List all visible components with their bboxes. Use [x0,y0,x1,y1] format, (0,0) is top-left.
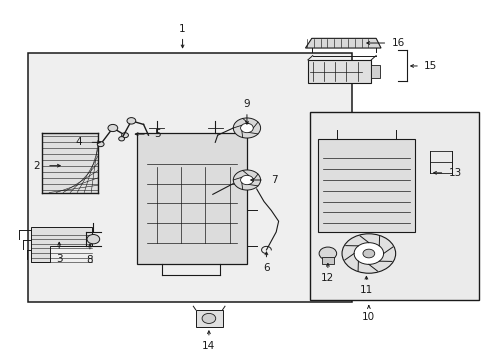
Circle shape [97,141,104,147]
Bar [310,112,478,300]
Circle shape [319,247,336,260]
Bar [370,65,379,78]
Circle shape [233,118,260,138]
Text: 15: 15 [423,61,436,71]
Text: 7: 7 [271,175,278,185]
Circle shape [341,234,395,273]
Circle shape [233,170,260,190]
Polygon shape [305,39,380,48]
Text: 6: 6 [263,262,269,273]
Circle shape [362,249,374,258]
Circle shape [87,234,100,244]
Text: 1: 1 [179,24,185,34]
Text: 16: 16 [391,38,404,48]
Text: 5: 5 [154,129,161,139]
Circle shape [119,136,124,141]
Circle shape [353,243,383,264]
Text: 12: 12 [321,273,334,283]
Circle shape [240,123,253,133]
Text: 14: 14 [202,341,215,351]
Text: 8: 8 [86,255,93,265]
Bar [195,310,222,327]
Bar [42,134,98,193]
Text: 13: 13 [447,168,461,178]
Text: 2: 2 [33,161,40,171]
Text: 10: 10 [362,312,375,322]
Circle shape [127,118,136,124]
Text: 9: 9 [243,99,250,109]
Bar [322,257,333,264]
Text: 11: 11 [359,285,372,295]
Circle shape [108,125,118,132]
Circle shape [202,314,215,323]
Polygon shape [31,226,92,262]
Bar [27,53,351,302]
Circle shape [240,175,253,185]
Circle shape [122,133,128,138]
Text: 4: 4 [75,138,82,147]
Bar [317,139,414,232]
Bar [307,60,370,83]
Text: 3: 3 [56,254,62,264]
Bar [137,134,246,264]
